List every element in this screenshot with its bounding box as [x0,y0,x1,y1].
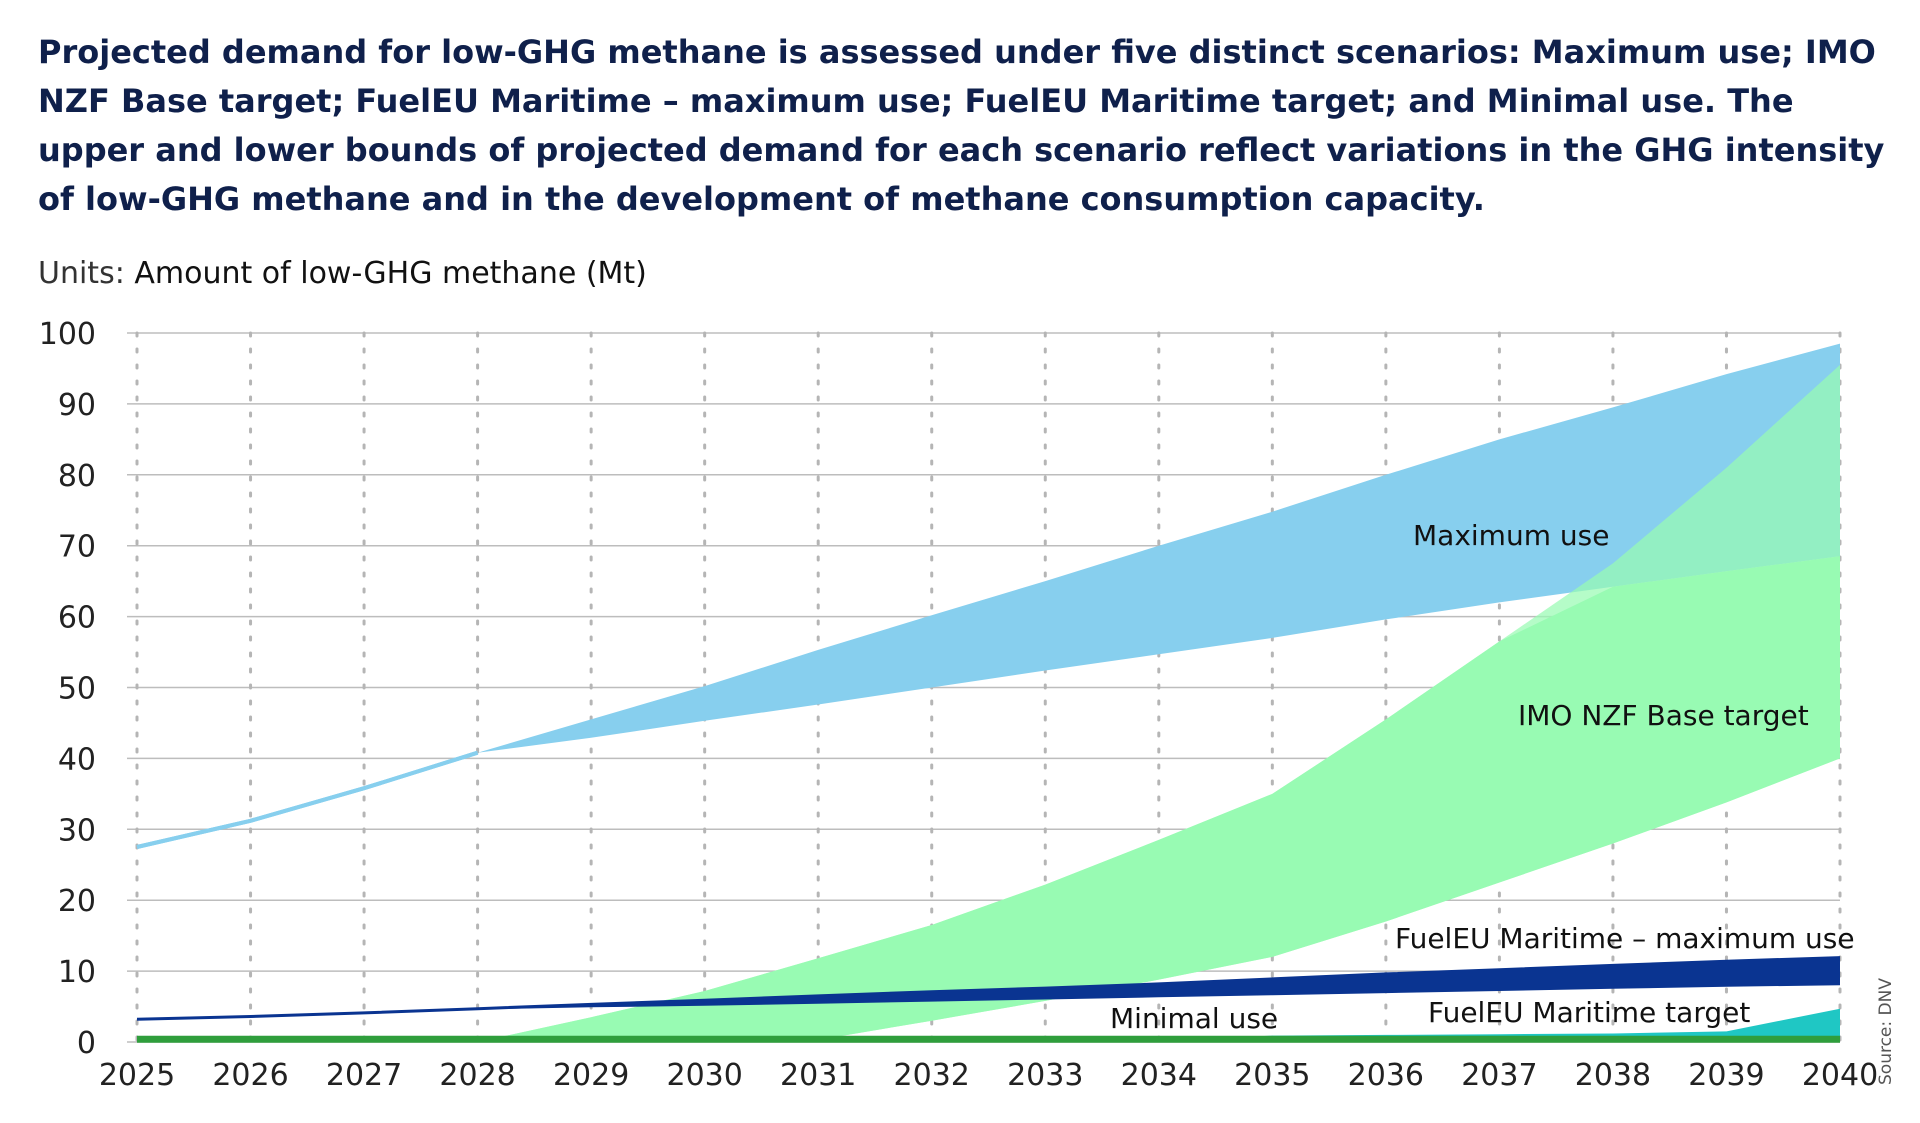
band-maximum-use [137,343,1840,847]
x-tick-label: 2037 [1461,1058,1537,1093]
x-tick-label: 2026 [212,1058,288,1093]
label-minimal-use: Minimal use [1110,1002,1278,1035]
band-imo-solid [137,556,1840,1042]
x-tick-label: 2027 [326,1058,402,1093]
line-fueleu-max-upper [136,956,1841,1021]
line-maximum-use-early [136,750,479,849]
chart-title: Projected demand for low-GHG methane is … [38,33,1885,218]
x-tick-label: 2039 [1688,1058,1764,1093]
units-text: Amount of low-GHG methane (Mt) [134,256,647,291]
y-tick-label: 50 [58,672,96,707]
x-tick-label: 2035 [1234,1058,1310,1093]
label-fueleu-target: FuelEU Maritime target [1428,996,1750,1029]
y-tick-label: 60 [58,601,96,636]
label-fueleu-maximum-use: FuelEU Maritime – maximum use [1395,922,1855,955]
y-tick-label: 20 [58,884,96,919]
label-imo-nzf-base-target: IMO NZF Base target [1518,699,1809,732]
x-tick-label: 2025 [99,1058,175,1093]
y-tick-label: 100 [39,317,96,352]
y-tick-label: 40 [58,742,96,777]
y-tick-label: 80 [58,459,96,494]
x-tick-label: 2040 [1802,1058,1878,1093]
x-tick-label: 2038 [1575,1058,1651,1093]
y-tick-label: 30 [58,813,96,848]
series-areas [136,343,1841,1043]
y-tick-label: 70 [58,530,96,565]
label-maximum-use: Maximum use [1413,519,1609,552]
y-tick-label: 0 [77,1026,96,1061]
x-tick-label: 2033 [1007,1058,1083,1093]
x-tick-label: 2032 [894,1058,970,1093]
series-labels: Maximum use IMO NZF Base target FuelEU Mar… [1110,519,1855,1035]
units-prefix: Units: [38,256,125,291]
source-note: Source: DNV [1876,978,1896,1085]
x-tick-label: 2034 [1121,1058,1197,1093]
x-tick-label: 2029 [553,1058,629,1093]
units-label: Units: Amount of low-GHG methane (Mt) [38,256,647,291]
x-tick-label: 2028 [439,1058,515,1093]
x-tick-label: 2030 [666,1058,742,1093]
x-tick-label: 2036 [1348,1058,1424,1093]
x-tick-label: 2031 [780,1058,856,1093]
y-tick-label: 90 [58,388,96,423]
y-tick-label: 10 [58,955,96,990]
